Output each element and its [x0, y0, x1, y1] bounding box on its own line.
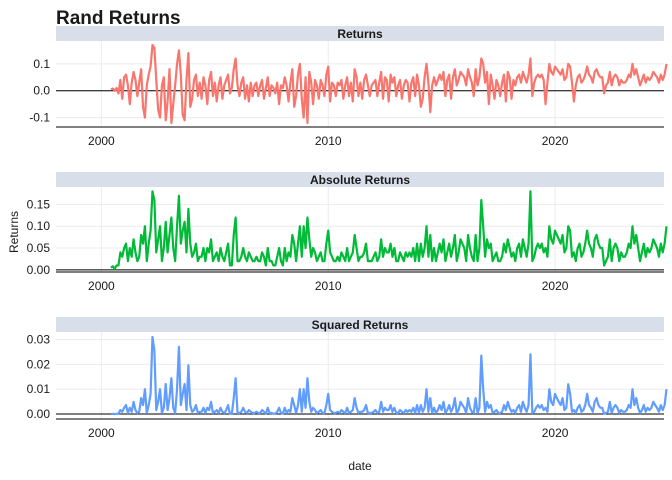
x-ticks-absolute-returns: 2000 2010 2020	[88, 279, 569, 293]
y-tick-label: 0.00	[27, 263, 51, 277]
x-tick-label: 2020	[542, 426, 569, 440]
series-line-returns	[110, 43, 668, 125]
strip-label-returns: Returns	[337, 27, 383, 41]
y-tick-label: 0.02	[27, 357, 51, 371]
facet-absolute-returns: Absolute Returns 0.000.050.100.15 2000 20…	[27, 172, 668, 293]
x-ticks-returns: 2000 2010 2020	[88, 134, 569, 148]
y-tick-label: 0.15	[27, 197, 51, 211]
x-tick-label: 2020	[542, 279, 569, 293]
strip-label-squared-returns: Squared Returns	[312, 318, 409, 332]
y-tick-label: 0.0	[33, 84, 50, 98]
y-tick-label: -0.1	[29, 111, 50, 125]
x-tick-label: 2010	[315, 426, 342, 440]
y-ticks-squared-returns: 0.00 0.01 0.02 0.03	[27, 332, 51, 421]
x-tick-label: 2000	[88, 426, 115, 440]
y-tick-label: 0.05	[27, 241, 51, 255]
x-tick-label: 2010	[315, 134, 342, 148]
y-tick-label: 0.1	[33, 57, 50, 71]
strip-background-absolute-returns	[56, 172, 664, 187]
x-tick-label: 2010	[315, 279, 342, 293]
series-line-squared-returns	[110, 335, 668, 416]
strip-background-squared-returns	[56, 317, 664, 332]
y-tick-label: 0.01	[27, 382, 51, 396]
y-tick-label: 0.03	[27, 332, 51, 346]
y-axis-title: Returns	[7, 211, 21, 253]
facet-returns: Returns -0.1 0.0 0.1 2000 2010 2020	[29, 26, 668, 148]
x-tick-label: 2000	[88, 134, 115, 148]
strip-background-returns	[56, 26, 664, 41]
x-tick-label: 2020	[542, 134, 569, 148]
gridlines-squared-returns	[56, 332, 664, 419]
chart-title: Rand Returns	[56, 8, 181, 29]
facet-squared-returns: Squared Returns 0.00 0.01 0.02 0.03 2000 201…	[27, 317, 668, 440]
y-tick-label: 0.00	[27, 407, 51, 421]
y-ticks-returns: -0.1 0.0 0.1	[29, 57, 50, 125]
x-ticks-squared-returns: 2000 2010 2020	[88, 426, 569, 440]
x-tick-label: 2000	[88, 279, 115, 293]
y-ticks-absolute-returns: 0.00 0.05 0.10 0.15	[27, 197, 51, 276]
y-tick-label: 0.10	[27, 219, 51, 233]
x-axis-title: date	[348, 459, 372, 473]
strip-label-absolute-returns: Absolute Returns	[310, 173, 410, 187]
series-line-absolute-returns	[110, 190, 668, 271]
